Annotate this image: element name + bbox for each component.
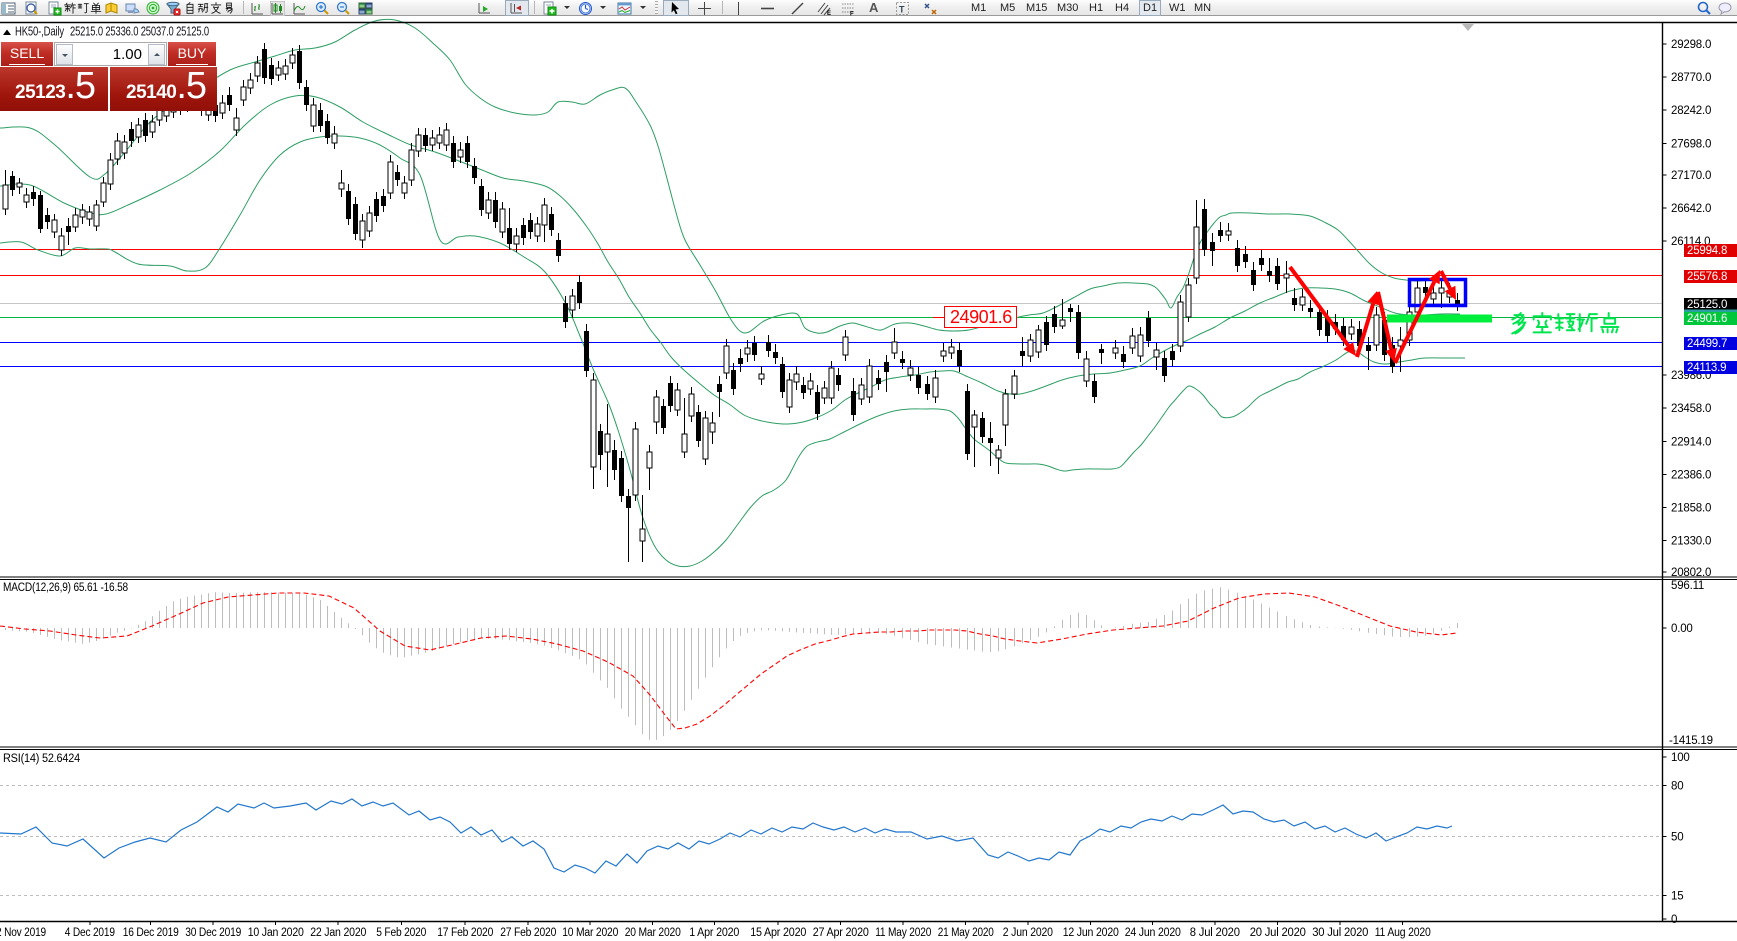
svg-text:0.00: 0.00 — [1671, 623, 1693, 635]
svg-text:2 Jun 2020: 2 Jun 2020 — [1003, 927, 1053, 939]
svg-text:24901.6: 24901.6 — [1687, 313, 1727, 325]
svg-text:20 Jul 2020: 20 Jul 2020 — [1250, 927, 1306, 939]
svg-text:T: T — [899, 5, 905, 15]
svg-text:27170.0: 27170.0 — [1671, 170, 1711, 182]
svg-text:11 Aug 2020: 11 Aug 2020 — [1375, 927, 1431, 939]
svg-text:20802.0: 20802.0 — [1671, 567, 1711, 579]
svg-text:29298.0: 29298.0 — [1671, 39, 1711, 51]
svg-text:28770.0: 28770.0 — [1671, 72, 1711, 84]
svg-text:-1415.19: -1415.19 — [1669, 735, 1713, 747]
svg-text:15: 15 — [1671, 891, 1683, 903]
svg-text:25576.8: 25576.8 — [1687, 271, 1727, 283]
svg-text:50: 50 — [1671, 832, 1683, 844]
svg-text:11 May 2020: 11 May 2020 — [875, 927, 931, 939]
svg-text:F: F — [850, 12, 854, 17]
svg-text:17 Feb 2020: 17 Feb 2020 — [437, 927, 493, 939]
svg-text:21 May 2020: 21 May 2020 — [938, 927, 994, 939]
svg-text:27698.0: 27698.0 — [1671, 139, 1711, 151]
svg-text:10 Mar 2020: 10 Mar 2020 — [562, 927, 618, 939]
svg-text:25125.0: 25125.0 — [1687, 299, 1727, 311]
svg-text:23458.0: 23458.0 — [1671, 403, 1711, 415]
svg-text:27 Apr 2020: 27 Apr 2020 — [813, 927, 869, 939]
svg-text:26642.0: 26642.0 — [1671, 203, 1711, 215]
svg-text:2 Nov 2019: 2 Nov 2019 — [0, 927, 46, 939]
svg-text:20 Mar 2020: 20 Mar 2020 — [625, 927, 681, 939]
svg-text:24499.7: 24499.7 — [1687, 338, 1727, 350]
svg-text:5 Feb 2020: 5 Feb 2020 — [376, 927, 426, 939]
svg-text:22 Jan 2020: 22 Jan 2020 — [310, 927, 366, 939]
svg-text:27 Feb 2020: 27 Feb 2020 — [500, 927, 556, 939]
svg-text:4 Dec 2019: 4 Dec 2019 — [65, 927, 115, 939]
svg-text:E: E — [827, 11, 831, 16]
svg-text:22914.0: 22914.0 — [1671, 437, 1711, 449]
svg-text:100: 100 — [1671, 752, 1690, 764]
svg-text:12 Jun 2020: 12 Jun 2020 — [1063, 927, 1119, 939]
svg-text:25994.8: 25994.8 — [1687, 245, 1727, 257]
svg-text:HK50-,Daily: HK50-,Daily — [15, 25, 65, 39]
svg-text:21330.0: 21330.0 — [1671, 536, 1711, 548]
svg-text:22386.0: 22386.0 — [1671, 470, 1711, 482]
svg-text:24 Jun 2020: 24 Jun 2020 — [1125, 927, 1181, 939]
svg-text:30 Dec 2019: 30 Dec 2019 — [185, 927, 241, 939]
svg-text:8 Jul 2020: 8 Jul 2020 — [1190, 927, 1240, 939]
svg-text:0: 0 — [1671, 914, 1677, 926]
svg-text:1 Apr 2020: 1 Apr 2020 — [689, 927, 739, 939]
svg-text:25215.0 25336.0 25037.0 25125.: 25215.0 25336.0 25037.0 25125.0 — [70, 25, 209, 39]
svg-text:21858.0: 21858.0 — [1671, 503, 1711, 515]
svg-text:24901.6: 24901.6 — [950, 307, 1012, 327]
svg-text:15 Apr 2020: 15 Apr 2020 — [750, 927, 806, 939]
svg-text:MACD(12,26,9) 65.61 -16.58: MACD(12,26,9) 65.61 -16.58 — [3, 582, 128, 594]
svg-text:28242.0: 28242.0 — [1671, 105, 1711, 117]
svg-text:RSI(14) 52.6424: RSI(14) 52.6424 — [3, 753, 81, 765]
svg-text:596.11: 596.11 — [1671, 580, 1704, 592]
svg-text:24113.9: 24113.9 — [1687, 362, 1726, 374]
svg-text:30 Jul 2020: 30 Jul 2020 — [1312, 927, 1368, 939]
svg-text:16 Dec 2019: 16 Dec 2019 — [123, 927, 179, 939]
svg-text:10 Jan 2020: 10 Jan 2020 — [248, 927, 304, 939]
svg-text:80: 80 — [1671, 781, 1683, 793]
